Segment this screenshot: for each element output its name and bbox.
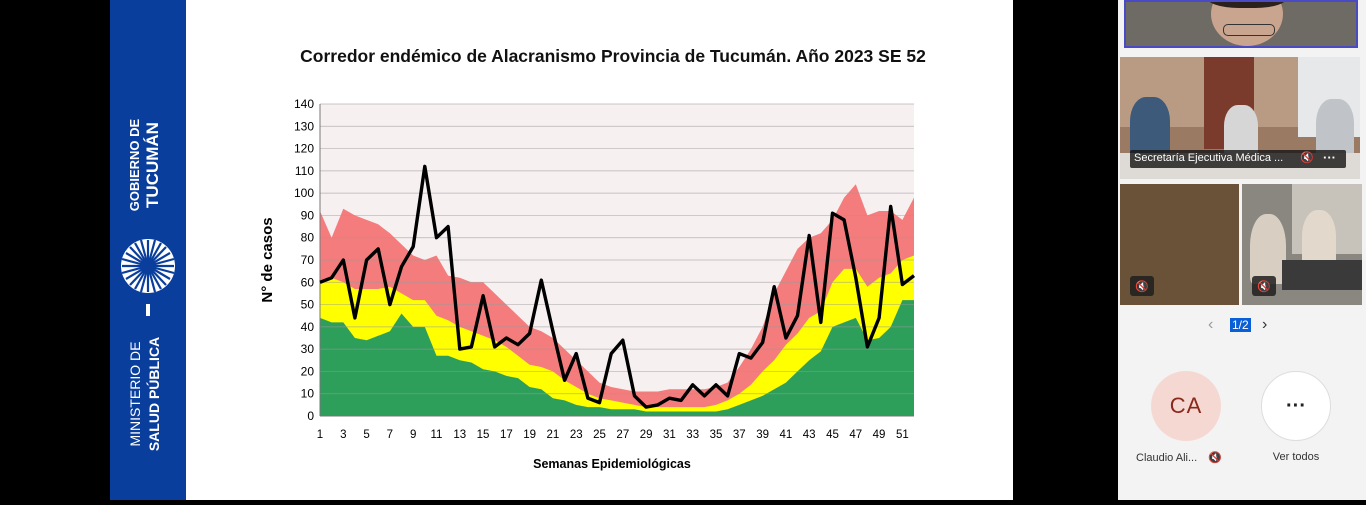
- x-tick-label: 23: [570, 429, 583, 441]
- x-tick-label: 17: [500, 429, 513, 441]
- tile-label-bar: Secretaría Ejecutiva Médica ... 🔇 ···: [1130, 150, 1346, 168]
- x-tick-label: 33: [686, 429, 699, 441]
- x-tick-label: 21: [547, 429, 560, 441]
- person-center: [1224, 105, 1258, 157]
- tile-participant-label: Secretaría Ejecutiva Médica ...: [1134, 152, 1284, 164]
- banner-bottom-line2: SALUD PÚBLICA: [146, 336, 162, 452]
- y-tick-label: 40: [301, 320, 315, 334]
- person-b: [1302, 210, 1336, 268]
- video-tile-women[interactable]: 🔇: [1242, 184, 1362, 305]
- x-tick-label: 13: [453, 429, 466, 441]
- y-tick-label: 10: [301, 387, 315, 401]
- y-tick-label: 90: [301, 208, 315, 222]
- x-tick-label: 15: [477, 429, 490, 441]
- y-tick-label: 80: [301, 231, 315, 245]
- more-options-icon[interactable]: ···: [1323, 150, 1336, 165]
- banner-top-line1: GOBIERNO DE: [127, 118, 142, 212]
- x-tick-label: 1: [317, 429, 323, 441]
- x-tick-label: 49: [873, 429, 886, 441]
- participant-name-row: Claudio Ali... 🔇: [1136, 451, 1240, 465]
- endemic-corridor-chart: Corredor endémico de Alacranismo Provinc…: [259, 46, 926, 471]
- mic-muted-icon: 🔇: [1130, 276, 1154, 296]
- pager: ‹ 1/2 ›: [1206, 316, 1286, 336]
- left-black-margin: [0, 0, 110, 500]
- y-tick-label: 0: [307, 409, 314, 423]
- x-axis-label: Semanas Epidemiológicas: [533, 457, 691, 471]
- participant-avatar[interactable]: CA: [1151, 371, 1221, 441]
- y-tick-label: 30: [301, 342, 315, 356]
- banner-bottom-line1: MINISTERIO DE: [127, 341, 143, 447]
- video-tile-room[interactable]: Secretaría Ejecutiva Médica ... 🔇 ···: [1120, 57, 1360, 179]
- banner-top-line2: TUCUMÁN: [143, 122, 162, 208]
- y-tick-label: 100: [294, 186, 314, 200]
- security-zone-area: [320, 300, 914, 416]
- see-all-button[interactable]: ···: [1261, 371, 1331, 441]
- cases-2023-line: [319, 164, 916, 409]
- x-tick-label: 47: [849, 429, 862, 441]
- x-tick-label: 35: [710, 429, 723, 441]
- x-tick-label: 25: [593, 429, 606, 441]
- banner-divider: [146, 304, 150, 316]
- participant-name: Claudio Ali...: [1136, 452, 1198, 464]
- sun-logo-icon: [118, 236, 178, 296]
- mic-muted-icon: 🔇: [1208, 452, 1222, 464]
- mic-muted-icon: 🔇: [1252, 276, 1276, 296]
- page-indicator: 1/2: [1230, 318, 1251, 332]
- x-tick-label: 11: [430, 429, 442, 441]
- y-axis-label: N° de casos: [259, 217, 276, 302]
- y-tick-label: 130: [294, 119, 314, 133]
- x-tick-label: 31: [663, 429, 676, 441]
- y-tick-label: 50: [301, 298, 315, 312]
- meeting-side-panel: Secretaría Ejecutiva Médica ... 🔇 ··· 🔇 …: [1118, 0, 1366, 500]
- x-tick-label: 51: [896, 429, 909, 441]
- chart-title: Corredor endémico de Alacranismo Provinc…: [300, 46, 926, 66]
- chevron-left-icon[interactable]: ‹: [1208, 316, 1214, 333]
- x-tick-label: 5: [363, 429, 369, 441]
- banner-bottom-text: MINISTERIO DE SALUD PÚBLICA: [126, 299, 170, 489]
- person-a: [1250, 214, 1286, 284]
- desk: [1282, 260, 1362, 290]
- x-tick-label: 27: [616, 429, 629, 441]
- video-tile-brown[interactable]: 🔇: [1120, 184, 1239, 305]
- x-tick-label: 3: [340, 429, 346, 441]
- more-icon: ···: [1286, 394, 1306, 417]
- person-left: [1130, 97, 1170, 157]
- y-tick-label: 70: [301, 253, 315, 267]
- person-right: [1316, 99, 1354, 159]
- y-tick-label: 20: [301, 364, 315, 378]
- y-tick-label: 60: [301, 275, 315, 289]
- x-tick-label: 37: [733, 429, 746, 441]
- see-all-label[interactable]: Ver todos: [1272, 451, 1320, 463]
- right-black-margin: [1013, 0, 1118, 500]
- x-tick-label: 39: [756, 429, 769, 441]
- speaker-hair: [1206, 2, 1288, 8]
- y-tick-label: 120: [294, 142, 314, 156]
- x-tick-label: 19: [523, 429, 536, 441]
- mic-muted-icon: 🔇: [1300, 152, 1314, 164]
- presentation-slide: Corredor endémico de Alacranismo Provinc…: [186, 0, 1013, 500]
- x-tick-label: 43: [803, 429, 816, 441]
- banner-top-text: GOBIERNO DE TUCUMÁN: [126, 85, 170, 245]
- avatar-initials: CA: [1169, 393, 1203, 418]
- y-tick-label: 140: [294, 97, 314, 111]
- y-tick-label: 110: [295, 164, 314, 178]
- video-tile-speaker[interactable]: [1124, 0, 1358, 48]
- x-tick-label: 41: [779, 429, 792, 441]
- speaker-glasses: [1223, 24, 1275, 36]
- government-banner: GOBIERNO DE TUCUMÁN MINISTERIO DE SALUD …: [110, 0, 186, 500]
- x-tick-label: 7: [387, 429, 393, 441]
- x-tick-label: 9: [410, 429, 416, 441]
- x-tick-label: 29: [640, 429, 653, 441]
- x-tick-label: 45: [826, 429, 839, 441]
- chevron-right-icon[interactable]: ›: [1262, 316, 1268, 333]
